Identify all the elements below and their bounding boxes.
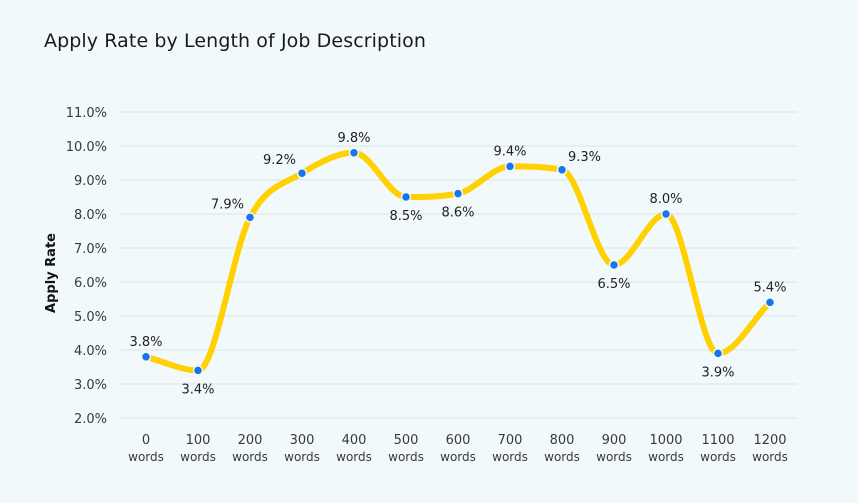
x-tick-unit: words bbox=[180, 450, 216, 464]
data-point bbox=[348, 147, 360, 159]
y-tick-label: 9.0% bbox=[74, 174, 107, 189]
x-tick-unit: words bbox=[648, 450, 684, 464]
x-tick-label: 800 bbox=[550, 433, 575, 448]
data-point bbox=[764, 297, 776, 308]
x-tick-unit: words bbox=[284, 450, 320, 464]
data-label: 3.4% bbox=[181, 382, 214, 397]
y-tick-label: 2.0% bbox=[74, 412, 107, 427]
y-tick-label: 5.0% bbox=[74, 310, 107, 325]
data-point bbox=[244, 212, 256, 223]
data-point bbox=[556, 164, 568, 176]
series-line bbox=[143, 149, 773, 374]
x-tick-label: 1000 bbox=[649, 433, 682, 448]
x-tick-unit: words bbox=[492, 450, 528, 464]
data-point bbox=[504, 161, 516, 172]
x-tick-label: 0 bbox=[142, 433, 150, 448]
x-tick-label: 100 bbox=[186, 433, 211, 448]
data-label: 8.6% bbox=[441, 206, 474, 221]
x-tick-unit: words bbox=[700, 450, 736, 464]
y-tick-label: 3.0% bbox=[74, 378, 107, 393]
x-tick-label: 900 bbox=[602, 433, 627, 448]
x-tick-unit: words bbox=[544, 450, 580, 464]
data-label: 7.9% bbox=[211, 197, 244, 212]
x-tick-unit: words bbox=[440, 450, 476, 464]
x-tick-label: 1200 bbox=[753, 433, 786, 448]
data-label: 8.5% bbox=[389, 209, 422, 224]
x-tick-unit: words bbox=[388, 450, 424, 464]
data-label: 6.5% bbox=[597, 277, 630, 292]
data-point bbox=[660, 208, 672, 220]
x-tick-label: 500 bbox=[394, 433, 419, 448]
data-point bbox=[192, 365, 204, 376]
x-axis-ticks: 0 words 100 words 200 words 300 words 400 words 50… bbox=[128, 433, 788, 464]
y-axis-title: Apply Rate bbox=[44, 233, 59, 313]
chart-title: Apply Rate by Length of Job Description bbox=[44, 30, 426, 52]
data-point bbox=[452, 188, 464, 199]
y-tick-label: 6.0% bbox=[74, 276, 107, 291]
data-label: 9.3% bbox=[568, 150, 601, 165]
data-label: 5.4% bbox=[753, 280, 786, 295]
x-tick-label: 400 bbox=[342, 433, 367, 448]
x-tick-unit: words bbox=[336, 450, 372, 464]
x-tick-label: 600 bbox=[446, 433, 471, 448]
x-tick-unit: words bbox=[752, 450, 788, 464]
x-tick-label: 300 bbox=[290, 433, 315, 448]
x-tick-label: 700 bbox=[498, 433, 523, 448]
y-tick-label: 11.0% bbox=[66, 106, 107, 121]
data-labels: 3.8% 3.4% 7.9% 9.2% 9.8% 8.5% 8.6% 9.4% 9.3% 6.5%… bbox=[129, 131, 786, 398]
data-point bbox=[712, 348, 724, 359]
x-tick-unit: words bbox=[232, 450, 268, 464]
data-label: 8.0% bbox=[649, 192, 682, 207]
x-tick-unit: words bbox=[596, 450, 632, 464]
y-tick-label: 10.0% bbox=[66, 140, 107, 155]
x-tick-unit: words bbox=[128, 450, 164, 464]
x-tick-label: 200 bbox=[238, 433, 263, 448]
y-tick-label: 8.0% bbox=[74, 208, 107, 223]
data-label: 3.9% bbox=[701, 365, 734, 380]
x-tick-label: 1100 bbox=[701, 433, 734, 448]
data-label: 3.8% bbox=[129, 335, 162, 350]
grid-lines bbox=[120, 111, 797, 419]
y-tick-label: 7.0% bbox=[74, 242, 107, 257]
y-axis-ticks: 2.0% 3.0% 4.0% 5.0% 6.0% 7.0% 8.0% 9.0% 10.0% 11.… bbox=[66, 106, 107, 427]
data-points bbox=[140, 147, 776, 376]
data-point bbox=[608, 259, 620, 271]
data-point bbox=[140, 351, 152, 363]
series-layer bbox=[143, 149, 773, 374]
data-point bbox=[296, 167, 308, 179]
data-label: 9.2% bbox=[263, 153, 296, 168]
data-label: 9.4% bbox=[493, 144, 526, 159]
y-tick-label: 4.0% bbox=[74, 344, 107, 359]
data-point bbox=[400, 191, 412, 203]
data-label: 9.8% bbox=[337, 131, 370, 146]
